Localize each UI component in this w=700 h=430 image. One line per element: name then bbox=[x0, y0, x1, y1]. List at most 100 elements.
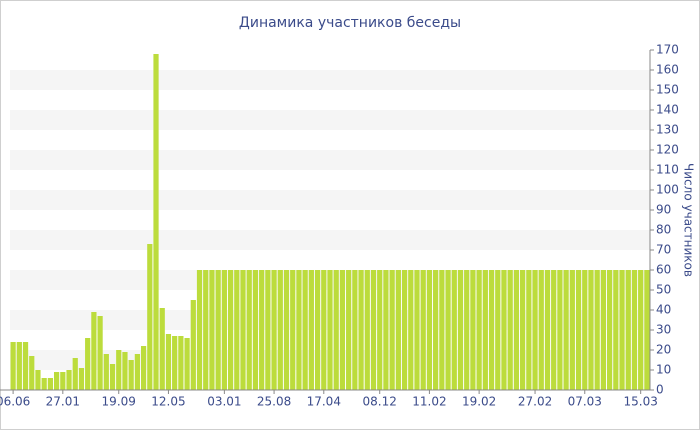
bar bbox=[60, 372, 66, 390]
bar bbox=[551, 270, 557, 390]
bar bbox=[290, 270, 296, 390]
y-tick-label: 70 bbox=[656, 243, 671, 257]
bar bbox=[426, 270, 433, 390]
bar bbox=[302, 270, 308, 390]
bar bbox=[588, 270, 594, 390]
bar bbox=[445, 270, 451, 390]
y-tick-label: 90 bbox=[656, 203, 671, 217]
bar bbox=[66, 370, 72, 390]
bar bbox=[395, 270, 401, 390]
x-tick-label: 08.12 bbox=[363, 395, 397, 409]
x-tick-label: 03.01 bbox=[207, 395, 241, 409]
bar bbox=[327, 270, 333, 390]
bar bbox=[613, 270, 619, 390]
bar bbox=[439, 270, 445, 390]
bar bbox=[495, 270, 501, 390]
bar bbox=[190, 300, 196, 390]
bar bbox=[109, 364, 116, 390]
bar bbox=[526, 270, 532, 390]
bar bbox=[72, 358, 78, 390]
grid-band bbox=[10, 70, 650, 90]
bar bbox=[594, 270, 600, 390]
bar bbox=[314, 270, 321, 390]
bar bbox=[638, 270, 644, 390]
bar bbox=[352, 270, 358, 390]
y-tick-label: 120 bbox=[656, 143, 679, 157]
bar bbox=[532, 270, 538, 390]
bar bbox=[184, 338, 190, 390]
bar bbox=[600, 270, 607, 390]
bar bbox=[97, 316, 103, 390]
x-tick-label: 12.05 bbox=[151, 395, 185, 409]
bar bbox=[209, 270, 215, 390]
bar bbox=[308, 270, 314, 390]
bar bbox=[47, 378, 53, 390]
bar bbox=[433, 270, 439, 390]
y-tick-label: 10 bbox=[656, 363, 671, 377]
bar bbox=[575, 270, 582, 390]
grid-band bbox=[10, 190, 650, 210]
bar bbox=[501, 270, 507, 390]
bar bbox=[488, 270, 495, 390]
x-tick-label: 17.04 bbox=[307, 395, 341, 409]
bar bbox=[563, 270, 569, 390]
bar bbox=[513, 270, 520, 390]
bar bbox=[607, 270, 613, 390]
bar bbox=[116, 350, 122, 390]
x-tick-label: 19.02 bbox=[462, 395, 496, 409]
bar bbox=[53, 372, 60, 390]
y-tick-label: 20 bbox=[656, 343, 671, 357]
y-tick-label: 40 bbox=[656, 303, 671, 317]
bar bbox=[196, 270, 203, 390]
bar bbox=[215, 270, 221, 390]
bar bbox=[134, 354, 140, 390]
bar bbox=[172, 336, 178, 390]
bar bbox=[619, 270, 625, 390]
y-tick-label: 110 bbox=[656, 163, 679, 177]
y-axis-label: Число участников bbox=[682, 163, 696, 277]
bar bbox=[10, 342, 16, 390]
bar bbox=[557, 270, 563, 390]
x-tick-label: 19.09 bbox=[102, 395, 136, 409]
y-tick-label: 50 bbox=[656, 283, 671, 297]
bar bbox=[159, 308, 165, 390]
x-tick-label: 25.08 bbox=[257, 395, 291, 409]
y-tick-label: 30 bbox=[656, 323, 671, 337]
bar bbox=[265, 270, 271, 390]
bar bbox=[464, 270, 470, 390]
y-tick-label: 170 bbox=[656, 43, 679, 57]
bar bbox=[482, 270, 488, 390]
x-tick-label: 27.01 bbox=[46, 395, 80, 409]
bar bbox=[582, 270, 588, 390]
y-tick-label: 140 bbox=[656, 103, 679, 117]
bar bbox=[259, 270, 265, 390]
x-tick-label: 15.03 bbox=[623, 395, 657, 409]
x-tick-label: 07.03 bbox=[568, 395, 602, 409]
bar bbox=[321, 270, 327, 390]
bar bbox=[370, 270, 377, 390]
bar bbox=[339, 270, 346, 390]
bar bbox=[569, 270, 575, 390]
bar bbox=[29, 356, 35, 390]
bar bbox=[140, 346, 147, 390]
x-tick-label: 27.02 bbox=[518, 395, 552, 409]
bar bbox=[457, 270, 464, 390]
bar bbox=[507, 270, 513, 390]
bar bbox=[91, 312, 97, 390]
chart-title: Динамика участников беседы bbox=[239, 15, 461, 31]
bar bbox=[240, 270, 246, 390]
bar bbox=[346, 270, 352, 390]
bar bbox=[364, 270, 370, 390]
bar bbox=[625, 270, 631, 390]
bar bbox=[41, 378, 47, 390]
x-tick-label: 06.06 bbox=[0, 395, 30, 409]
y-tick-label: 60 bbox=[656, 263, 671, 277]
bar bbox=[122, 352, 128, 390]
bar bbox=[470, 270, 476, 390]
bar bbox=[520, 270, 526, 390]
bar bbox=[644, 270, 650, 390]
bar bbox=[147, 244, 153, 390]
grid-band bbox=[10, 110, 650, 130]
bar bbox=[165, 334, 172, 390]
bar bbox=[401, 270, 408, 390]
